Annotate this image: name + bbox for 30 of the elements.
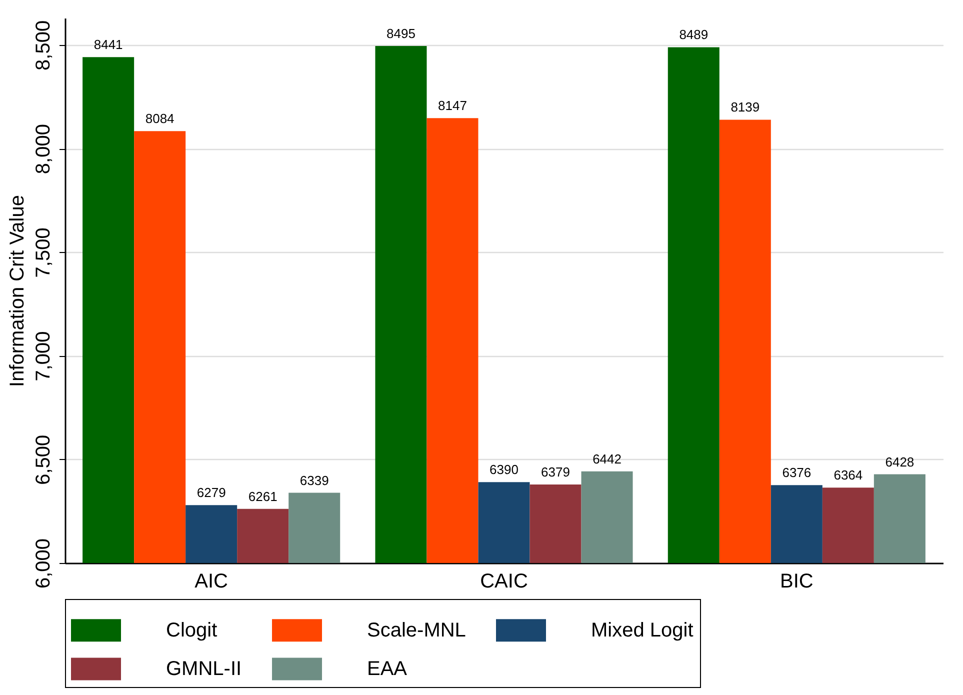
data-label: 6261 bbox=[248, 488, 278, 504]
data-label: 8147 bbox=[438, 98, 467, 114]
data-label: 6376 bbox=[782, 465, 812, 480]
y-tick-label: 6,000 bbox=[32, 538, 54, 589]
y-tick-label: 8,000 bbox=[32, 124, 54, 174]
y-tick-label: 7,500 bbox=[32, 228, 54, 278]
data-label: 6339 bbox=[300, 472, 329, 488]
data-label: 6442 bbox=[592, 451, 622, 466]
data-label: 8441 bbox=[94, 37, 123, 52]
legend-label: Mixed Logit bbox=[591, 619, 694, 642]
legend-label: Scale-MNL bbox=[367, 619, 466, 642]
legend-label: EAA bbox=[367, 658, 408, 680]
data-label: 6390 bbox=[490, 462, 518, 478]
x-tick-label: CAIC bbox=[480, 570, 528, 592]
y-axis-title: Information Crit Value bbox=[6, 195, 28, 387]
data-label: 8139 bbox=[730, 100, 760, 115]
y-tick-label: 6,500 bbox=[32, 434, 54, 485]
data-label: 8084 bbox=[145, 111, 174, 126]
legend-label: GMNL-II bbox=[166, 658, 242, 680]
data-label: 8495 bbox=[386, 26, 416, 41]
data-label: 6279 bbox=[196, 485, 226, 500]
y-tick-label: 8,500 bbox=[32, 20, 54, 70]
data-label: 8489 bbox=[679, 27, 708, 42]
data-label: 6379 bbox=[541, 464, 570, 480]
x-tick-label: AIC bbox=[194, 570, 228, 592]
x-tick-label: BIC bbox=[780, 570, 814, 592]
data-label: 6428 bbox=[885, 454, 914, 470]
y-tick-label: 7,000 bbox=[32, 331, 54, 382]
legend-label: Clogit bbox=[166, 619, 218, 642]
data-label: 6364 bbox=[834, 468, 863, 483]
